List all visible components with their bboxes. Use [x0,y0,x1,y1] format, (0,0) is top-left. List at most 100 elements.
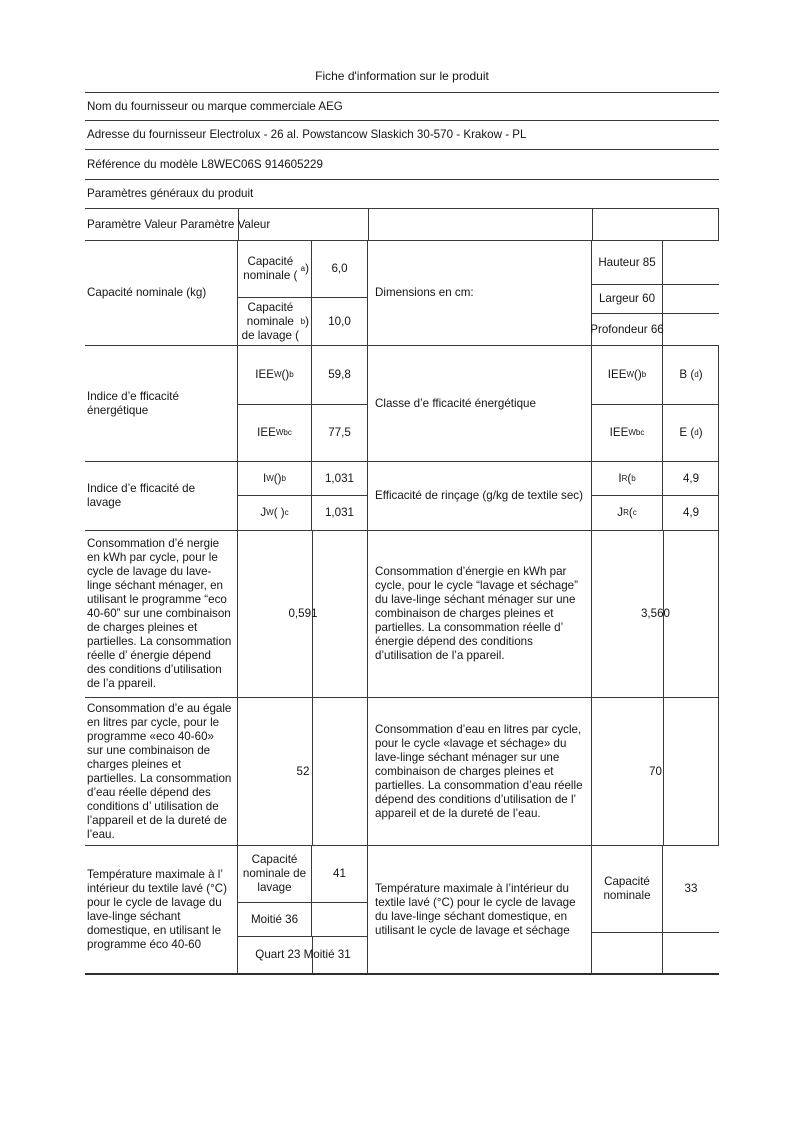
wash-capacity-label: Capacité nominale de lavage (b) [238,298,312,345]
jw-value: 1,031 [324,506,354,519]
section-title-text: Paramètres généraux du produit [87,187,254,200]
eei-wd-subrow: IEE Wb c 77,5 [238,405,367,461]
width-value: Largeur 60 [592,285,663,313]
columns-header-row: Paramètre Valeur Paramètre Valeur [85,209,719,241]
section-title-row: Paramètres généraux du produit [85,180,719,209]
eei-w-value: 59,8 [328,368,351,381]
wash-capacity-subrow: Capacité nominale de lavage (b) 10,0 [238,298,367,345]
column-divider [238,209,240,240]
class-w-symbol: IEE W() b [592,346,663,404]
eei-w-symbol: IEE W() b [238,346,312,404]
height-subrow: Hauteur 85 [592,241,719,285]
energy-consumption-wash-cell: 0,591 [238,531,368,697]
capacity-row: Capacité nominale (kg) Capacité nominale… [85,241,719,346]
max-temp-rated-value: 33 [684,882,698,895]
eei-values: IEE W() b 59,8 IEE Wb c 77,5 [238,346,368,461]
energy-class-label: Classe d’e fficacité énergétique [368,346,592,461]
rinse-efficiency-label: Efficacité de rinçage (g/kg de textile s… [368,462,592,530]
water-consumption-washdry-value-cell: 70 [592,698,719,845]
depth-extra-cell [663,314,719,345]
width-subrow: Largeur 60 [592,285,719,314]
max-temp-empty-subrow [592,933,719,973]
washing-efficiency-label: Indice d’e fficacité de lavage [85,462,238,530]
max-temp-wash-values: Capacité nominale de lavage 41 Moitié 36… [238,846,368,973]
address-text: Adresse du fournisseur Electrolux - 26 a… [87,128,527,141]
max-temp-rated-subrow: Capacité nominale 33 [592,846,719,933]
energy-efficiency-label: Indice d’e fficacité énergétique [85,346,238,461]
energy-consumption-row: Consommation d’é nergie en kWh par cycle… [85,531,719,698]
column-divider [368,209,370,240]
eei-wd-value: 77,5 [328,426,351,439]
energy-consumption-washdry-value-cell: 3,560 [592,531,719,697]
capacity-row-label: Capacité nominale (kg) [85,241,238,345]
max-temp-rated-wash-subrow: Capacité nominale de lavage 41 [238,846,367,903]
water-consumption-washdry-text: Consommation d’eau en litres par cycle, … [368,698,592,845]
width-extra-cell [663,285,719,313]
ir-value: 4,9 [682,471,700,485]
product-info-table: Nom du fournisseur ou marque commerciale… [85,92,719,975]
energy-efficiency-row: Indice d’e fficacité énergétique IEE W() b… [85,346,719,462]
max-temp-wash-text: Température maximale à l’ intérieur du t… [85,846,238,973]
max-temp-washdry-text: Température maximale à l’intérieur du te… [368,846,592,973]
iw-symbol: I W() b [238,462,312,495]
column-divider [312,531,314,697]
jw-symbol: J W( ) c [238,496,312,530]
iw-subrow: I W() b 1,031 [238,462,367,496]
eei-wd-symbol: IEE Wb c [238,405,312,461]
dimensions-label: Dimensions en cm: [368,241,592,345]
class-w-value: B (d) [679,368,703,381]
max-temp-washdry-values: Capacité nominale 33 [592,846,719,973]
jr-value: 4,9 [682,506,700,519]
energy-consumption-wash-text: Consommation d’é nergie en kWh par cycle… [85,531,238,697]
supplier-row: Nom du fournisseur ou marque commerciale… [85,93,719,121]
energy-consumption-washdry-text: Consommation d’énergie en kWh par cycle,… [368,531,592,697]
height-extra-cell [663,241,719,284]
rated-capacity-subrow: Capacité nominale (a) 6,0 [238,241,367,298]
columns-header-text: Paramètre Valeur Paramètre Valeur [87,217,271,231]
class-wd-symbol: IEE Wb c [592,405,663,461]
water-consumption-washdry-value: 70 [649,764,662,778]
energy-consumption-washdry-cell: 3,560 [592,531,719,697]
washing-efficiency-values: I W() b 1,031 J W( ) c 1,031 [238,462,368,530]
eei-w-subrow: IEE W() b 59,8 [238,346,367,405]
wash-capacity-value: 10,0 [328,314,351,328]
jw-subrow: J W( ) c 1,031 [238,496,367,530]
class-wd-value: E (d) [679,426,703,439]
max-temp-quarter-value: Quart 23 Moitié 31 [255,948,351,961]
depth-value: Profondeur 66 [590,314,664,345]
water-consumption-wash-value-cell: 52 [238,698,368,845]
max-temperature-row: Température maximale à l’ intérieur du t… [85,846,719,975]
water-consumption-washdry-cell: 70 [592,698,719,845]
water-consumption-row: Consommation d’e au égale en litres par … [85,698,719,846]
iw-value: 1,031 [324,471,354,485]
class-w-subrow: IEE W() b B (d) [592,346,719,405]
max-temp-half-extra-cell [312,903,367,936]
page-title: Fiche d'information sur le produit [315,69,489,83]
water-consumption-wash-value: 52 [296,764,310,778]
column-divider [663,698,665,845]
max-temp-empty-extra-cell [663,933,719,973]
dimensions-values: Hauteur 85 Largeur 60 Profondeur 66 [590,241,719,345]
class-wd-subrow: IEE Wb c E (d) [592,405,719,461]
energy-class-values: IEE W() b B (d) IEE Wb c E (d) [592,346,719,461]
max-temp-rated-wash-label: Capacité nominale de lavage [238,846,312,902]
column-divider [592,209,594,240]
max-temp-rated-label: Capacité nominale [592,846,663,932]
energy-consumption-washdry-value: 3,560 [640,607,670,620]
max-temp-quarter-subrow: Quart 23 Moitié 31 [238,937,368,973]
water-consumption-wash-cell: 52 [238,698,368,845]
column-divider [663,531,665,697]
max-temp-rated-wash-value: 41 [333,867,346,880]
max-temp-half-subrow: Moitié 36 [238,903,367,937]
height-value: Hauteur 85 [592,241,663,284]
energy-consumption-wash-value: 0,591 [288,607,318,620]
rated-capacity-label: Capacité nominale (a) [238,241,312,297]
max-temp-empty-cell [592,933,663,973]
washing-efficiency-row: Indice d’e fficacité de lavage I W() b 1,0… [85,462,719,531]
